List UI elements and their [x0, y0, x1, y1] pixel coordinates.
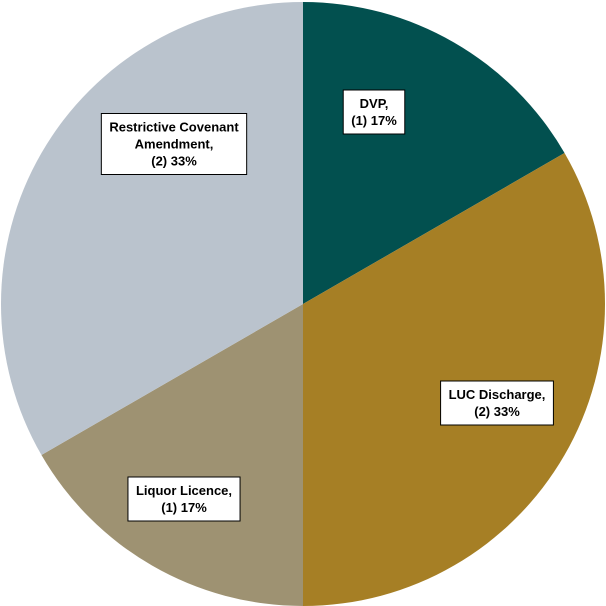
data-label-box: [342, 89, 406, 135]
data-label-dvp: DVP, (1) 17%: [342, 89, 406, 135]
pie-slice-luc-discharge: [303, 153, 605, 606]
data-label-line: Amendment,: [135, 137, 214, 152]
data-label-line: Liquor Licence,: [136, 483, 232, 498]
pie-slice-dvp: [303, 2, 565, 304]
data-label-line: (2) 33%: [151, 154, 197, 169]
data-label-liquor-licence: Liquor Licence, (1) 17%: [127, 476, 241, 522]
data-label-box: [127, 476, 241, 522]
data-label-line: (2) 33%: [474, 404, 520, 419]
pie-slice-liquor-licence: [41, 304, 303, 606]
data-label-line: (1) 17%: [351, 113, 397, 128]
pie-labels: DVP, (1) 17% LUC Discharge, (2) 33% Liquor L…: [100, 89, 554, 522]
data-label-luc-discharge: LUC Discharge, (2) 33%: [440, 380, 554, 426]
data-label-line: DVP,: [360, 96, 389, 111]
data-label-box: [440, 380, 554, 426]
data-label-box: [100, 113, 248, 175]
data-label-line: Restrictive Covenant: [109, 120, 239, 135]
data-label-restrictive-covenant-amendment: Restrictive Covenant Amendment, (2) 33%: [100, 113, 248, 175]
data-label-line: (1) 17%: [161, 500, 207, 515]
data-label-line: LUC Discharge,: [449, 387, 546, 402]
